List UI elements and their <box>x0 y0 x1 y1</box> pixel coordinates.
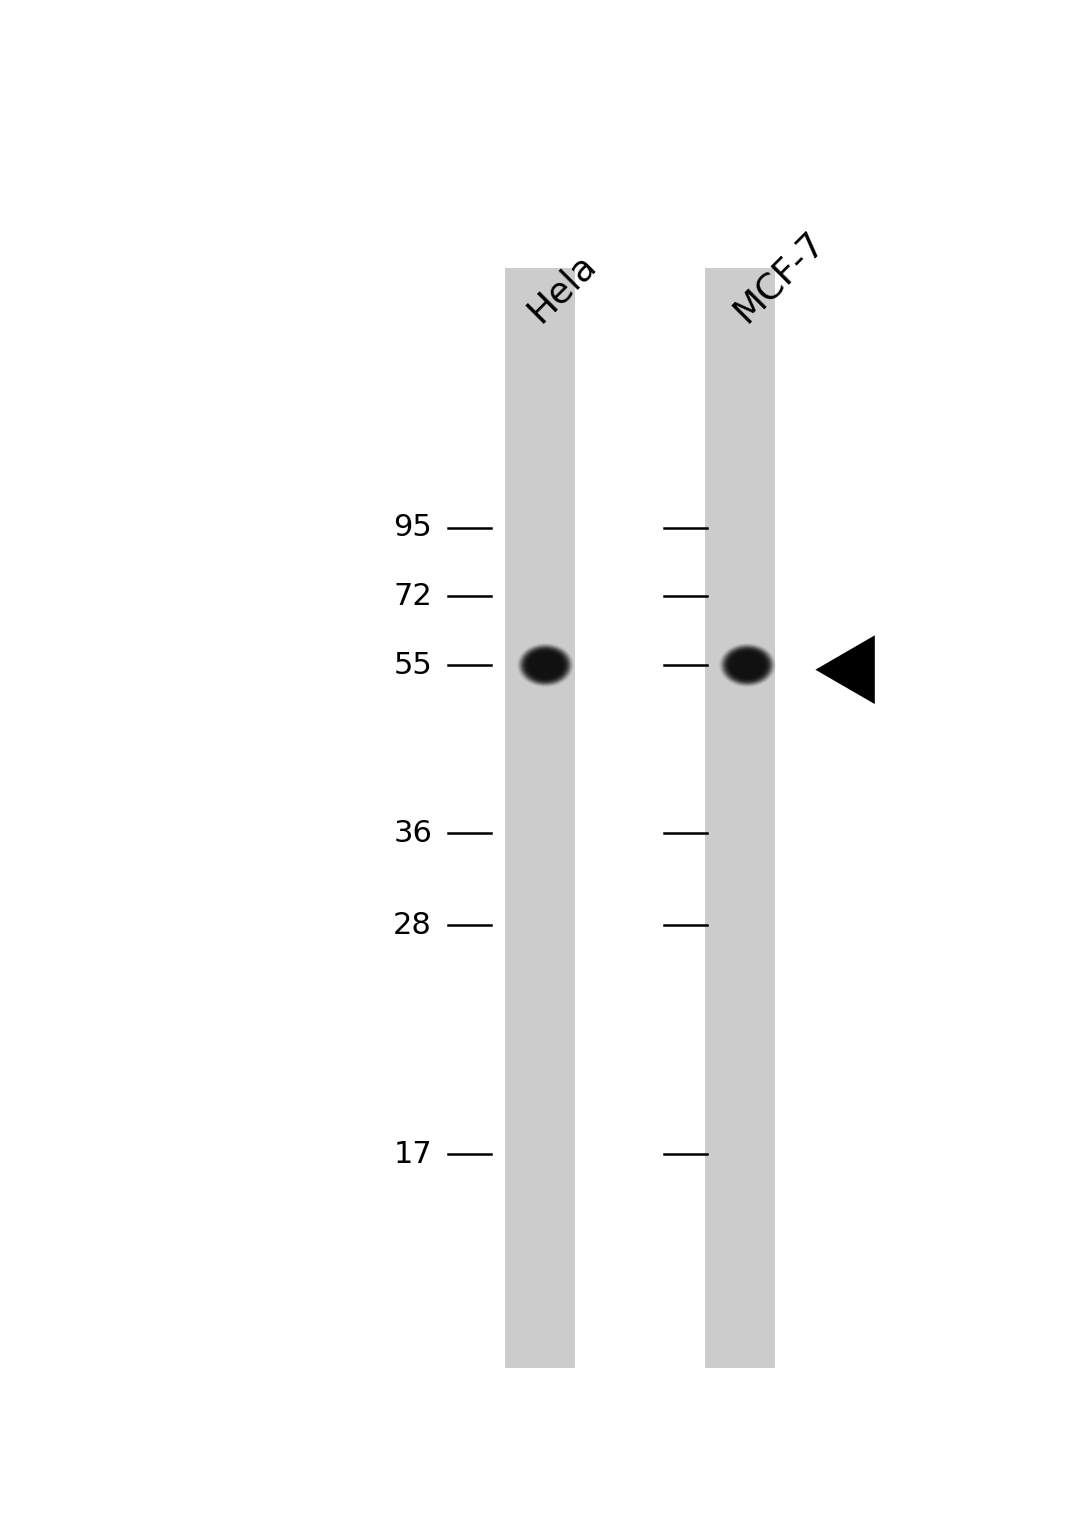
Ellipse shape <box>721 645 773 685</box>
Ellipse shape <box>726 648 769 682</box>
Ellipse shape <box>518 645 572 685</box>
Text: 36: 36 <box>393 820 432 847</box>
Ellipse shape <box>728 650 767 680</box>
Ellipse shape <box>725 648 770 682</box>
Ellipse shape <box>720 645 774 685</box>
Ellipse shape <box>719 644 775 687</box>
Ellipse shape <box>535 656 556 674</box>
Ellipse shape <box>530 653 561 677</box>
Ellipse shape <box>517 644 573 687</box>
Text: 17: 17 <box>393 1141 432 1168</box>
Ellipse shape <box>730 651 765 679</box>
Ellipse shape <box>723 647 772 683</box>
Ellipse shape <box>737 656 758 674</box>
Ellipse shape <box>522 647 569 683</box>
Ellipse shape <box>525 650 566 680</box>
Ellipse shape <box>734 654 760 676</box>
Ellipse shape <box>729 651 766 679</box>
Text: Hela: Hela <box>522 248 603 329</box>
Ellipse shape <box>526 650 565 680</box>
Ellipse shape <box>538 659 553 671</box>
Ellipse shape <box>733 654 761 676</box>
Ellipse shape <box>731 653 764 677</box>
Ellipse shape <box>531 654 559 676</box>
Bar <box>705 268 775 1368</box>
Ellipse shape <box>523 648 568 682</box>
Ellipse shape <box>532 654 558 676</box>
Text: 55: 55 <box>393 651 432 679</box>
Text: 28: 28 <box>393 911 432 939</box>
Text: MCF-7: MCF-7 <box>727 225 831 329</box>
Ellipse shape <box>727 650 768 680</box>
Polygon shape <box>815 636 875 703</box>
Ellipse shape <box>740 659 755 671</box>
Ellipse shape <box>528 651 563 679</box>
Ellipse shape <box>519 645 571 685</box>
Ellipse shape <box>738 657 757 673</box>
Text: 95: 95 <box>393 514 432 541</box>
Ellipse shape <box>529 653 562 677</box>
Text: 72: 72 <box>393 583 432 610</box>
Ellipse shape <box>732 653 762 677</box>
Ellipse shape <box>534 656 557 674</box>
Ellipse shape <box>521 647 570 683</box>
Ellipse shape <box>724 647 771 683</box>
Ellipse shape <box>735 656 759 674</box>
Ellipse shape <box>536 657 555 673</box>
Ellipse shape <box>524 648 567 682</box>
Ellipse shape <box>527 651 564 679</box>
Bar <box>505 268 576 1368</box>
